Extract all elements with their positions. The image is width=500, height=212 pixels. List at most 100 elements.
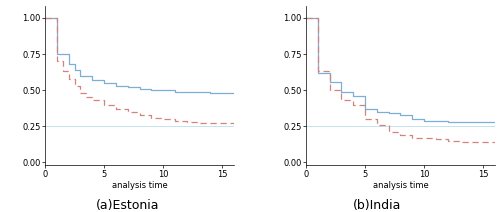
CA = 0 bbox=[136, 113, 142, 116]
CA = 1 bbox=[386, 111, 392, 113]
CA = 1 bbox=[136, 88, 142, 90]
CA = 0 bbox=[160, 116, 166, 119]
CA = 0 bbox=[78, 92, 84, 94]
CA = 1 bbox=[54, 53, 60, 55]
CA = 0 bbox=[362, 103, 368, 106]
CA = 1 bbox=[314, 72, 320, 74]
CA = 1 bbox=[66, 63, 71, 66]
CA = 1 bbox=[362, 95, 368, 97]
CA = 0 bbox=[314, 70, 320, 73]
CA = 0 bbox=[208, 122, 214, 125]
CA = 0 bbox=[220, 122, 226, 125]
CA = 0 bbox=[66, 70, 71, 73]
CA = 0 bbox=[172, 118, 178, 120]
CA = 0 bbox=[410, 134, 416, 136]
CA = 0 bbox=[60, 70, 66, 73]
CA = 1 bbox=[136, 86, 142, 89]
CA = 1 bbox=[421, 119, 427, 122]
CA = 1 bbox=[42, 17, 48, 19]
CA = 1 bbox=[303, 17, 309, 19]
CA = 1 bbox=[220, 92, 226, 94]
CA = 1 bbox=[350, 95, 356, 97]
CA = 1 bbox=[456, 121, 462, 123]
CA = 0 bbox=[421, 137, 427, 139]
CA = 0 bbox=[184, 121, 190, 123]
CA = 1 bbox=[362, 108, 368, 110]
CA = 1 bbox=[208, 92, 214, 94]
CA = 0 bbox=[303, 17, 309, 19]
X-axis label: analysis time: analysis time bbox=[112, 181, 168, 190]
CA = 0 bbox=[124, 111, 130, 113]
CA = 1 bbox=[196, 90, 202, 93]
Text: (b)India: (b)India bbox=[354, 199, 402, 212]
CA = 1 bbox=[184, 90, 190, 93]
CA = 1 bbox=[480, 121, 486, 123]
CA = 1 bbox=[433, 119, 439, 122]
CA = 1 bbox=[113, 82, 119, 84]
CA = 1 bbox=[160, 89, 166, 91]
CA = 1 bbox=[374, 108, 380, 110]
CA = 1 bbox=[72, 63, 78, 66]
CA = 0 bbox=[72, 85, 78, 87]
CA = 1 bbox=[314, 17, 320, 19]
CA = 1 bbox=[444, 121, 450, 123]
CA = 0 bbox=[326, 70, 332, 73]
CA = 0 bbox=[492, 141, 498, 144]
CA = 0 bbox=[303, 17, 309, 19]
CA = 0 bbox=[42, 17, 48, 19]
CA = 0 bbox=[160, 118, 166, 120]
CA = 0 bbox=[172, 119, 178, 122]
CA = 1 bbox=[338, 80, 344, 83]
CA = 1 bbox=[54, 17, 60, 19]
CA = 1 bbox=[398, 112, 404, 115]
CA = 0 bbox=[196, 122, 202, 125]
CA = 0 bbox=[433, 137, 439, 139]
CA = 0 bbox=[148, 116, 154, 119]
CA = 1 bbox=[160, 89, 166, 91]
CA = 0 bbox=[220, 122, 226, 125]
CA = 0 bbox=[90, 99, 96, 102]
CA = 0 bbox=[350, 99, 356, 102]
X-axis label: analysis time: analysis time bbox=[372, 181, 428, 190]
CA = 0 bbox=[398, 131, 404, 133]
CA = 1 bbox=[492, 121, 498, 123]
Text: (a)Estonia: (a)Estonia bbox=[96, 199, 159, 212]
CA = 0 bbox=[72, 77, 78, 80]
CA = 1 bbox=[78, 74, 84, 77]
CA = 1 bbox=[303, 17, 309, 19]
CA = 0 bbox=[196, 121, 202, 123]
Line: CA = 0: CA = 0 bbox=[45, 18, 234, 123]
CA = 0 bbox=[42, 17, 48, 19]
CA = 0 bbox=[66, 77, 71, 80]
CA = 1 bbox=[78, 69, 84, 71]
CA = 1 bbox=[468, 121, 474, 123]
CA = 1 bbox=[456, 121, 462, 123]
CA = 0 bbox=[468, 141, 474, 144]
CA = 0 bbox=[480, 141, 486, 144]
CA = 0 bbox=[231, 122, 237, 125]
CA = 0 bbox=[326, 89, 332, 91]
CA = 0 bbox=[54, 17, 60, 19]
CA = 1 bbox=[326, 80, 332, 83]
CA = 0 bbox=[84, 92, 89, 94]
CA = 0 bbox=[60, 60, 66, 63]
CA = 1 bbox=[398, 113, 404, 116]
CA = 0 bbox=[136, 111, 142, 113]
CA = 0 bbox=[101, 99, 107, 102]
CA = 0 bbox=[350, 103, 356, 106]
CA = 0 bbox=[433, 138, 439, 141]
CA = 1 bbox=[172, 90, 178, 93]
CA = 1 bbox=[196, 90, 202, 93]
CA = 1 bbox=[66, 53, 71, 55]
CA = 0 bbox=[113, 108, 119, 110]
CA = 0 bbox=[456, 139, 462, 142]
CA = 1 bbox=[386, 112, 392, 115]
CA = 1 bbox=[468, 121, 474, 123]
CA = 1 bbox=[113, 85, 119, 87]
CA = 0 bbox=[84, 96, 89, 99]
CA = 1 bbox=[374, 111, 380, 113]
CA = 1 bbox=[326, 72, 332, 74]
CA = 0 bbox=[480, 141, 486, 144]
CA = 1 bbox=[124, 86, 130, 89]
CA = 0 bbox=[374, 124, 380, 126]
